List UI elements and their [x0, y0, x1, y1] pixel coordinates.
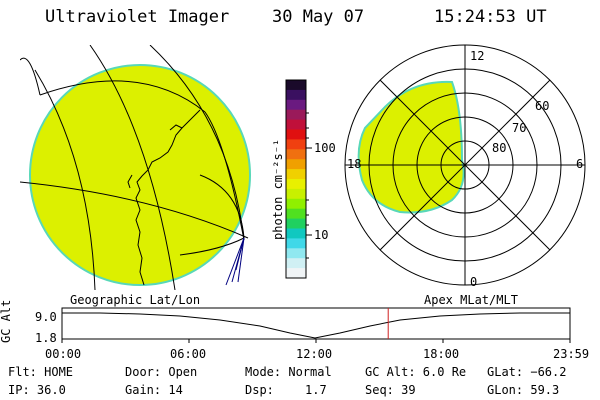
colorbar-band	[286, 119, 306, 130]
colorbar-band	[286, 188, 306, 200]
colorbar-band	[286, 109, 306, 121]
mlt-label-18: 18	[347, 157, 362, 171]
gc-altitude: GC Alt: 6.0 Re	[365, 365, 467, 379]
x-tick-1200: 12:00	[296, 347, 333, 361]
ip-value: IP: 36.0	[8, 383, 66, 397]
colorbar-band	[286, 159, 306, 170]
colorbar-band	[286, 129, 306, 140]
colorbar-scale	[286, 80, 306, 279]
colorbar-band	[286, 258, 306, 269]
dsp-label: Dsp:	[245, 383, 274, 397]
colorbar-band	[286, 208, 306, 220]
geographic-longitude: GLon: 59.3	[487, 383, 560, 397]
longitude-grid	[20, 57, 245, 256]
x-axis-ticks	[61, 339, 571, 343]
colorbar-band	[286, 139, 306, 150]
aurora-image	[29, 64, 251, 286]
orbit-altitude-line	[62, 312, 570, 339]
coastline	[127, 109, 201, 286]
x-tick-0000: 00:00	[45, 347, 82, 361]
polar-grid	[344, 44, 586, 286]
colorbar-band	[286, 198, 306, 210]
mlat-label-70: 70	[512, 121, 527, 135]
mlt-label-6: 6	[576, 157, 584, 171]
timeline-right-label: Apex MLat/MLT	[424, 293, 518, 307]
latitude-grid	[20, 45, 249, 290]
colorbar-band	[286, 169, 306, 180]
flight-status: Flt: HOME	[8, 365, 74, 379]
door-status: Door: Open	[125, 365, 198, 379]
colorbar-band	[286, 179, 306, 190]
geographic-latitude: GLat: −66.2	[487, 365, 567, 379]
mlt-label-0: 0	[470, 275, 478, 289]
colorbar-band	[286, 218, 306, 229]
colorbar-band	[286, 149, 306, 160]
colorbar-band	[286, 99, 306, 111]
colorbar-band	[286, 238, 306, 249]
look-direction-vectors	[225, 237, 245, 286]
y-tick-1-8: 1.8	[35, 331, 57, 345]
mode-status: Mode: Normal	[245, 365, 332, 379]
colorbar-band	[286, 268, 306, 279]
timeline-left-label: Geographic Lat/Lon	[70, 293, 201, 307]
mlat-label-60: 60	[535, 99, 550, 113]
colorbar-tick-10: 10	[314, 228, 329, 242]
observation-time: 15:24:53 UT	[434, 7, 547, 27]
colorbar-ticks	[306, 112, 312, 259]
x-tick-1800: 18:00	[423, 347, 460, 361]
colorbar-band	[286, 80, 306, 91]
colorbar-band	[286, 89, 306, 101]
instrument-title: Ultraviolet Imager	[45, 7, 230, 27]
gain-value: Gain: 14	[125, 383, 183, 397]
dsp-value: 1.7	[305, 383, 327, 397]
x-tick-2359: 23:59	[553, 347, 590, 361]
x-tick-0600: 06:00	[170, 347, 207, 361]
polar-aurora	[357, 80, 465, 214]
colorbar-band	[286, 248, 306, 259]
y-tick-9: 9.0	[35, 310, 57, 324]
colorbar-tick-100: 100	[314, 141, 336, 155]
mlat-label-80: 80	[492, 141, 507, 155]
colorbar-band	[286, 228, 306, 239]
observation-date: 30 May 07	[272, 7, 365, 27]
sequence-number: Seq: 39	[365, 383, 416, 397]
mlt-label-12: 12	[470, 49, 485, 63]
